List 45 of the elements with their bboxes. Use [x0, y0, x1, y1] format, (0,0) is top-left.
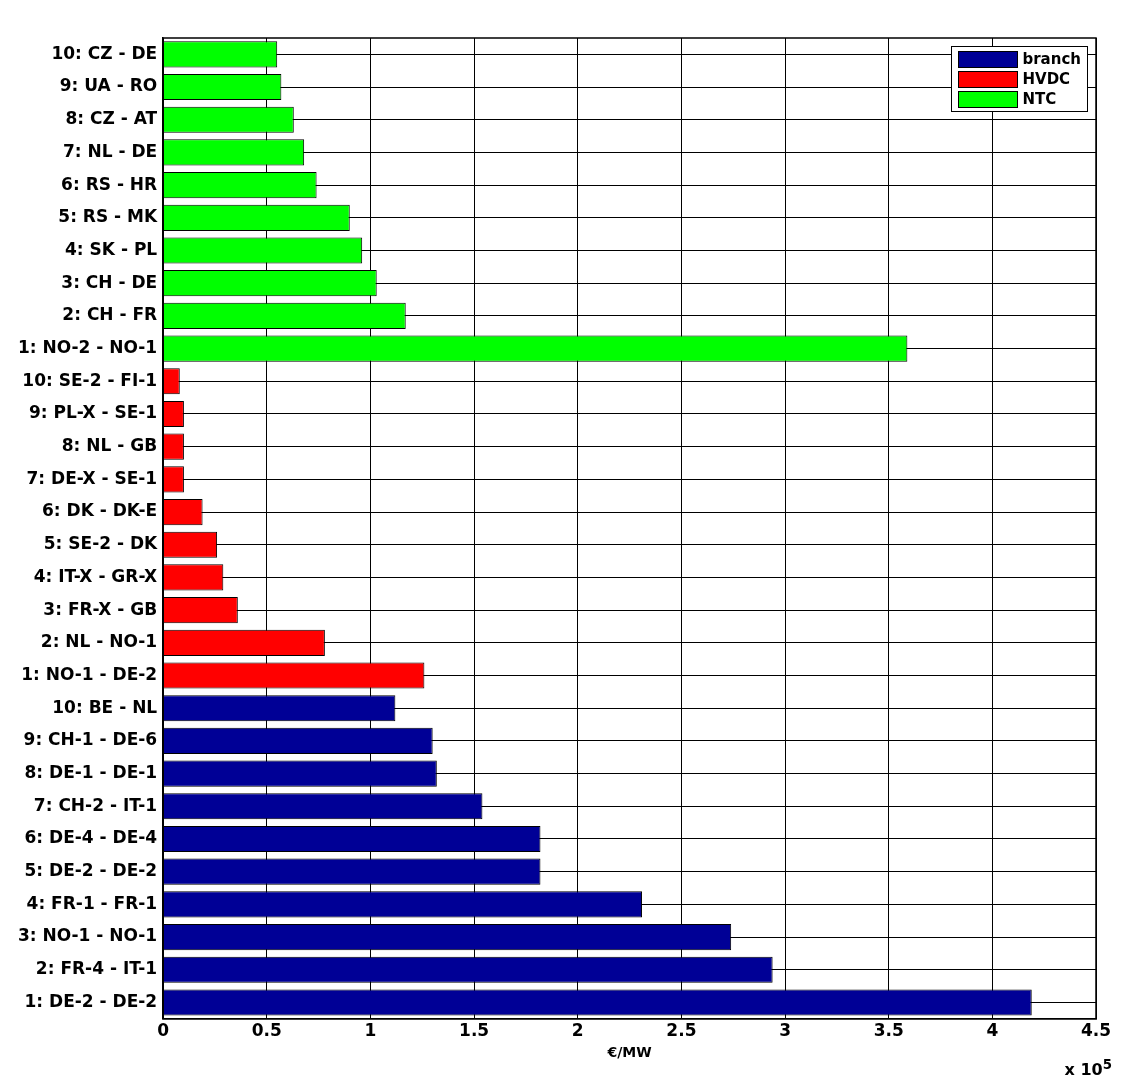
x-tick-label: 3 — [779, 1020, 791, 1041]
x-tick-label: 2.5 — [666, 1020, 697, 1041]
x-tick-label: 1.5 — [459, 1020, 490, 1041]
y-tick-label: 7: CH-2 - IT-1 — [33, 794, 158, 815]
y-tick-label: 2: NL - NO-1 — [40, 631, 158, 652]
x-tick-label: 1 — [364, 1020, 377, 1041]
x-axis-title: €/MW — [606, 1044, 652, 1061]
y-tick-label: 10: SE-2 - FI-1 — [22, 369, 158, 390]
y-tick-label: 9: CH-1 - DE-6 — [23, 729, 158, 750]
y-tick-label: 3: NO-1 - NO-1 — [17, 925, 158, 946]
y-tick-label: 8: CZ - AT — [65, 108, 158, 129]
y-tick-label: 1: NO-1 - DE-2 — [21, 663, 158, 684]
y-tick-label: 5: SE-2 - DK — [43, 533, 159, 554]
y-tick-label: 3: FR-X - GB — [43, 598, 158, 619]
x-tick-label: 0 — [157, 1020, 170, 1041]
y-tick-label: 4: FR-1 - FR-1 — [26, 892, 158, 913]
y-tick-label: 7: NL - DE — [62, 140, 158, 161]
y-tick-label: 6: DE-4 - DE-4 — [24, 827, 158, 848]
x-tick-label: 4.5 — [1080, 1020, 1112, 1041]
text: x 10$^{5}$ — [1064, 1056, 1112, 1080]
y-tick-label: 1: NO-2 - NO-1 — [17, 337, 158, 358]
y-tick-label: 6: RS - HR — [61, 173, 158, 194]
y-tick-label: 1: DE-2 - DE-2 — [24, 990, 158, 1011]
y-tick-label: 10: CZ - DE — [51, 42, 158, 63]
x-tick-label: 0.5 — [251, 1020, 282, 1041]
x-tick-label: 4 — [986, 1020, 999, 1041]
y-tick-label: 6: DK - DK-E — [41, 500, 158, 521]
y-tick-label: 4: IT-X - GR-X — [33, 565, 158, 586]
y-tick-label: 9: PL-X - SE-1 — [28, 402, 158, 423]
legend-label: NTC — [1022, 89, 1057, 109]
legend-label: HVDC — [1022, 69, 1071, 89]
y-tick-label: 9: UA - RO — [59, 75, 158, 96]
y-tick-label: 2: FR-4 - IT-1 — [35, 958, 158, 979]
y-tick-label: 5: DE-2 - DE-2 — [24, 860, 158, 881]
y-tick-label: 8: NL - GB — [61, 435, 158, 456]
legend-label: branch — [1022, 49, 1081, 69]
x-tick-label: 2 — [571, 1020, 584, 1041]
y-tick-label: 7: DE-X - SE-1 — [26, 467, 158, 488]
y-tick-label: 8: DE-1 - DE-1 — [24, 762, 158, 783]
y-tick-label: 5: RS - MK — [58, 206, 159, 227]
y-tick-label: 4: SK - PL — [65, 238, 158, 259]
x-tick-label: 3.5 — [873, 1020, 904, 1041]
y-tick-label: 2: CH - FR — [62, 304, 158, 325]
y-tick-label: 10: BE - NL — [52, 696, 158, 717]
y-tick-label: 3: CH - DE — [61, 271, 158, 292]
